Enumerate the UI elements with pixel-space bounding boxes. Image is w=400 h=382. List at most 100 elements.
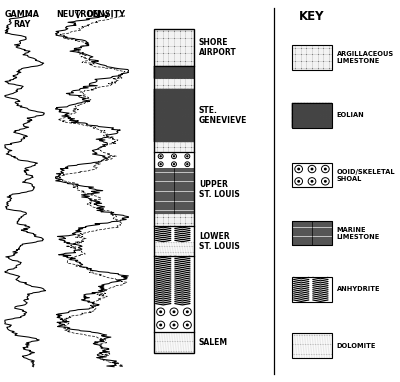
- Circle shape: [159, 66, 160, 67]
- Circle shape: [166, 139, 167, 140]
- Circle shape: [329, 112, 330, 113]
- Circle shape: [181, 73, 182, 74]
- Circle shape: [319, 112, 320, 113]
- Circle shape: [304, 109, 305, 110]
- Circle shape: [154, 109, 155, 110]
- Circle shape: [165, 114, 166, 115]
- Circle shape: [307, 110, 308, 111]
- Circle shape: [294, 126, 295, 128]
- Circle shape: [157, 69, 158, 70]
- Circle shape: [170, 92, 172, 93]
- Circle shape: [185, 107, 186, 108]
- Circle shape: [162, 96, 163, 97]
- Circle shape: [182, 135, 183, 136]
- Circle shape: [154, 74, 155, 76]
- Circle shape: [191, 127, 192, 128]
- Circle shape: [159, 113, 160, 114]
- Circle shape: [308, 116, 310, 117]
- Circle shape: [165, 135, 166, 136]
- Circle shape: [184, 128, 185, 129]
- Circle shape: [169, 95, 170, 96]
- Bar: [154, 332, 194, 353]
- Circle shape: [184, 125, 185, 126]
- Circle shape: [308, 113, 310, 114]
- Circle shape: [316, 124, 317, 125]
- Circle shape: [157, 103, 158, 104]
- Circle shape: [163, 76, 164, 77]
- Circle shape: [182, 125, 183, 126]
- Circle shape: [191, 89, 192, 90]
- Circle shape: [170, 131, 172, 132]
- Circle shape: [191, 117, 192, 118]
- Circle shape: [157, 132, 158, 133]
- Circle shape: [156, 118, 157, 120]
- Circle shape: [304, 114, 305, 115]
- Circle shape: [176, 116, 178, 117]
- Circle shape: [163, 100, 164, 101]
- Circle shape: [182, 110, 183, 111]
- Circle shape: [191, 116, 192, 117]
- Circle shape: [181, 117, 182, 118]
- Circle shape: [186, 311, 188, 312]
- Circle shape: [188, 127, 189, 128]
- Circle shape: [166, 121, 167, 122]
- Circle shape: [187, 116, 188, 117]
- Circle shape: [185, 131, 186, 132]
- Circle shape: [185, 139, 186, 140]
- Circle shape: [191, 103, 192, 104]
- Circle shape: [320, 107, 321, 108]
- Circle shape: [193, 110, 194, 111]
- Circle shape: [156, 117, 157, 118]
- Circle shape: [193, 116, 194, 117]
- Circle shape: [301, 116, 302, 117]
- Circle shape: [325, 110, 326, 111]
- Circle shape: [316, 120, 317, 121]
- Circle shape: [165, 98, 166, 99]
- Circle shape: [165, 92, 166, 93]
- Bar: [292, 45, 332, 70]
- Circle shape: [176, 109, 178, 110]
- Circle shape: [314, 116, 316, 117]
- Circle shape: [176, 73, 178, 74]
- Circle shape: [188, 118, 189, 120]
- Circle shape: [181, 69, 182, 70]
- Circle shape: [191, 96, 192, 97]
- Circle shape: [304, 118, 305, 119]
- Circle shape: [163, 98, 164, 99]
- Circle shape: [191, 73, 192, 74]
- Circle shape: [175, 89, 176, 90]
- Circle shape: [322, 105, 323, 106]
- Circle shape: [316, 105, 317, 106]
- Circle shape: [193, 127, 194, 128]
- Circle shape: [159, 98, 160, 99]
- Bar: [154, 152, 194, 168]
- Circle shape: [182, 114, 183, 115]
- Circle shape: [178, 120, 179, 121]
- Circle shape: [185, 136, 186, 138]
- Bar: [154, 142, 194, 152]
- Circle shape: [169, 103, 170, 104]
- Circle shape: [329, 120, 330, 121]
- Circle shape: [188, 121, 189, 122]
- Circle shape: [298, 112, 299, 113]
- Bar: [292, 103, 332, 128]
- Circle shape: [181, 113, 182, 114]
- Circle shape: [157, 68, 158, 69]
- Circle shape: [193, 139, 194, 140]
- Circle shape: [187, 118, 188, 120]
- Circle shape: [188, 102, 189, 103]
- Circle shape: [313, 118, 314, 119]
- Circle shape: [328, 118, 329, 119]
- Circle shape: [185, 103, 186, 104]
- Bar: [154, 79, 194, 89]
- Circle shape: [190, 106, 191, 107]
- Circle shape: [184, 114, 185, 115]
- Circle shape: [185, 69, 186, 70]
- Circle shape: [156, 73, 157, 74]
- Circle shape: [304, 113, 305, 114]
- Circle shape: [313, 110, 314, 111]
- Circle shape: [169, 107, 170, 108]
- Circle shape: [184, 98, 185, 99]
- Circle shape: [304, 116, 305, 117]
- Circle shape: [170, 91, 172, 92]
